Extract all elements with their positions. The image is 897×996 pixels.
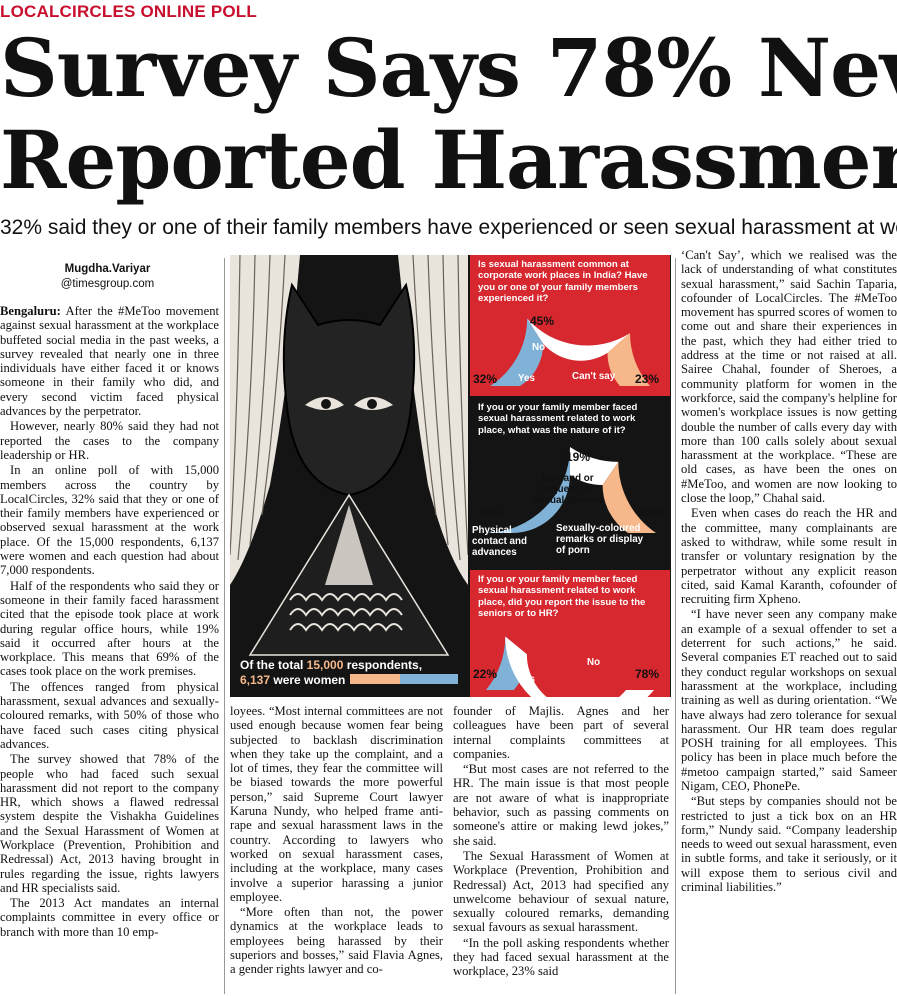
total-respondents: 15,000 — [306, 658, 344, 672]
paragraph-text: ‘Can't Say’, which we realised was the l… — [681, 248, 897, 506]
headline-line-1: Survey Says 78% Never — [0, 21, 897, 115]
article-paragraph: “I have never seen any company make an e… — [681, 607, 897, 793]
gauge-segment — [570, 447, 619, 486]
article-column-2: loyees. “Most internal committees are no… — [230, 704, 443, 978]
paragraph-text: “But most cases are not referred to the … — [453, 762, 669, 848]
paragraph-text: Half of the respondents who said they or… — [0, 578, 219, 679]
pct-demand: 19% — [566, 450, 591, 464]
article-paragraph: Bengaluru: After the #MeToo movement aga… — [0, 304, 219, 418]
legend-swatch-peach — [350, 674, 400, 684]
label-remarks: Sexually-coloured remarks or display of … — [556, 523, 644, 556]
author-email: @timesgroup.com — [60, 278, 155, 290]
poll-panel-common: Is sexual harassment common at corporate… — [470, 255, 670, 396]
paragraph-text: The Sexual Harassment of Women at Workpl… — [453, 848, 669, 935]
caption-text: were women — [270, 673, 346, 687]
poll-panel-reported: If you or your family member faced sexua… — [470, 570, 670, 697]
subheadline: 32% said they or one of their family mem… — [0, 216, 897, 239]
byline: Mugdha.Variyar @timesgroup.com — [0, 262, 215, 292]
pct-physical: 50% — [480, 507, 505, 521]
label-no: No — [587, 657, 601, 668]
article-column-1: Bengaluru: After the #MeToo movement aga… — [0, 304, 219, 940]
label-yes: Yes — [518, 674, 535, 685]
legend-swatch-blue — [400, 674, 458, 684]
pct-no: 78% — [635, 667, 660, 681]
column-divider — [675, 258, 676, 994]
label-no: No — [532, 342, 546, 353]
column-divider — [224, 258, 225, 994]
headline: Survey Says 78% Never Reported Harassmen… — [0, 22, 897, 206]
gauge-chart — [486, 636, 654, 697]
article-paragraph: “More often than not, the power dynamics… — [230, 905, 443, 976]
caption-text: Of the total — [240, 658, 307, 672]
paragraph-text: “I have never seen any company make an e… — [681, 607, 897, 793]
gauge-segment — [607, 333, 650, 386]
label-yes: Yes — [518, 373, 535, 384]
article-paragraph: Even when cases do reach the HR and the … — [681, 506, 897, 606]
paragraph-text: However, nearly 80% said they had not re… — [0, 419, 219, 462]
paragraph-text: “More often than not, the power dynamics… — [230, 905, 443, 977]
article-paragraph: The Sexual Harassment of Women at Workpl… — [453, 849, 669, 935]
label-physical: Physical contact and advances — [472, 525, 527, 558]
poll-question: Is sexual harassment common at corporate… — [478, 259, 648, 305]
article-column-4: ‘Can't Say’, which we realised was the l… — [681, 248, 897, 895]
pct-yes: 22% — [473, 667, 498, 681]
gauge-chart — [484, 447, 656, 533]
article-paragraph: The offences ranged from physical harass… — [0, 680, 219, 751]
paragraph-text: The survey showed that 78% of the people… — [0, 752, 219, 895]
headline-line-2: Reported Harassment — [0, 113, 897, 207]
caption-text: respondents, — [343, 658, 423, 672]
pct-cant-say: 23% — [635, 372, 660, 386]
paragraph-text: In an online poll of with 15,000 members… — [0, 463, 219, 578]
article-paragraph: “But most cases are not referred to the … — [453, 762, 669, 848]
poll-question: If you or your family member faced sexua… — [478, 402, 638, 436]
pct-no: 45% — [530, 314, 555, 328]
paragraph-text: The 2013 Act mandates an internal compla… — [0, 896, 219, 939]
infographic: Of the total 15,000 respondents, 6,137 w… — [230, 255, 671, 697]
paragraph-text: Even when cases do reach the HR and the … — [681, 506, 897, 607]
article-paragraph: In an online poll of with 15,000 members… — [0, 463, 219, 577]
poll-question: If you or your family member faced sexua… — [478, 574, 646, 620]
article-column-3: founder of Majlis. Agnes and her colleag… — [453, 704, 669, 980]
paragraph-text: loyees. “Most internal committees are no… — [230, 704, 443, 904]
article-paragraph: The 2013 Act mandates an internal compla… — [0, 896, 219, 939]
article-paragraph: Half of the respondents who said they or… — [0, 579, 219, 679]
author-name: Mugdha.Variyar — [64, 263, 151, 275]
paragraph-text: “But steps by companies should not be re… — [681, 794, 897, 895]
section-kicker: LOCALCIRCLES ONLINE POLL — [0, 2, 257, 21]
pct-remarks: 31% — [638, 505, 663, 519]
gauge-segment — [602, 461, 656, 533]
paragraph-text: founder of Majlis. Agnes and her colleag… — [453, 704, 669, 761]
respondents-caption: Of the total 15,000 respondents, 6,137 w… — [240, 658, 462, 688]
masked-figure-illustration — [230, 255, 468, 697]
dateline: Bengaluru: — [0, 304, 61, 318]
article-paragraph: “But steps by companies should not be re… — [681, 794, 897, 894]
article-paragraph: ‘Can't Say’, which we realised was the l… — [681, 248, 897, 505]
label-cant-say: Can't say — [572, 371, 616, 382]
paragraph-text: After the #MeToo movement against sexual… — [0, 304, 219, 419]
article-paragraph: The survey showed that 78% of the people… — [0, 752, 219, 895]
article-paragraph: founder of Majlis. Agnes and her colleag… — [453, 704, 669, 761]
label-demand: Demand or request for sexual favours — [533, 473, 603, 506]
article-paragraph: “In the poll asking respondents whether … — [453, 936, 669, 979]
women-respondents: 6,137 — [240, 673, 271, 687]
gauge-chart — [490, 318, 650, 386]
paragraph-text: The offences ranged from physical harass… — [0, 679, 219, 751]
gauge-segment — [490, 318, 544, 386]
article-paragraph: However, nearly 80% said they had not re… — [0, 419, 219, 462]
article-paragraph: loyees. “Most internal committees are no… — [230, 704, 443, 904]
paragraph-text: “In the poll asking respondents whether … — [453, 935, 669, 979]
poll-panel-nature: If you or your family member faced sexua… — [470, 398, 670, 568]
gauge-segment — [505, 636, 654, 697]
gauge-segment — [484, 447, 570, 533]
pct-yes: 32% — [473, 372, 498, 386]
gauge-segment — [527, 318, 631, 361]
